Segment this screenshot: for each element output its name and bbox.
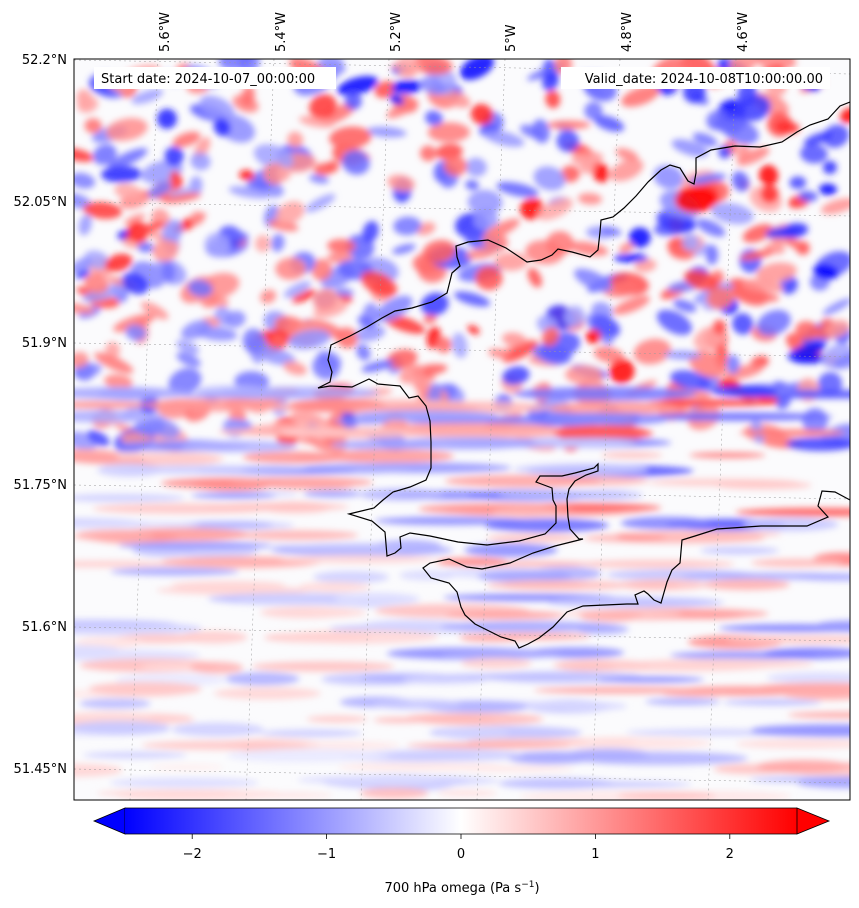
colorbar-label: 700 hPa omega (Pa s−1)	[384, 880, 539, 896]
start-date-background	[94, 67, 336, 89]
parallel-line	[74, 626, 850, 642]
coastline-south	[317, 378, 850, 649]
parallel-line	[74, 484, 850, 500]
colorbar-tick-label: −2	[183, 847, 202, 862]
lon-label: 4.6°W	[736, 12, 751, 52]
lat-label: 52.2°N	[22, 53, 67, 68]
colorbar-extend-max	[796, 807, 831, 835]
colorbar-tick-label: −1	[317, 847, 336, 862]
coastline-north	[317, 101, 850, 389]
lon-label: 5.4°W	[274, 12, 289, 52]
valid-date-background	[561, 67, 830, 89]
colorbar-variable: 700 hPa omega	[384, 881, 485, 896]
meridian-line	[476, 59, 506, 800]
valid-date-box: Valid_date: 2024-10-08T10:00:00.00	[561, 67, 830, 89]
lat-label: 51.6°N	[22, 620, 67, 635]
lon-label: 4.8°W	[620, 12, 635, 52]
coastline	[317, 101, 850, 649]
parallel-line	[74, 201, 850, 217]
lat-label: 51.9°N	[22, 336, 67, 351]
colorbar-ticks: −2 −1 0 1 2	[183, 834, 734, 862]
meridian-line	[360, 59, 390, 800]
lon-label: 5°W	[504, 24, 519, 52]
colorbar-extend-min	[92, 807, 126, 835]
lat-label: 51.75°N	[14, 478, 67, 493]
colorbar-tick-label: 2	[726, 847, 734, 862]
start-date-box: Start date: 2024-10-07_00:00:00	[94, 67, 336, 89]
lat-label: 51.45°N	[14, 762, 67, 777]
colorbar-units-exponent: −1	[521, 880, 534, 890]
colorbar-tick-label: 0	[457, 847, 465, 862]
lon-label: 5.6°W	[158, 12, 173, 52]
meridian-line	[707, 59, 737, 800]
latitude-labels: 52.2°N 52.05°N 51.9°N 51.75°N 51.6°N 51.…	[14, 53, 67, 777]
colorbar-units: Pa s	[495, 881, 521, 896]
colorbar-tick-label: 1	[591, 847, 599, 862]
valid-date-label: Valid_date: 2024-10-08T10:00:00.00	[585, 72, 823, 87]
map-panel	[73, 58, 851, 801]
colorbar-gradient	[125, 808, 797, 834]
meridian-line	[245, 59, 275, 800]
meridian-line	[129, 59, 159, 800]
parallel-line	[74, 342, 850, 358]
lon-label: 5.2°W	[389, 12, 404, 52]
parallel-line	[74, 768, 850, 784]
longitude-labels: 5.6°W 5.4°W 5.2°W 5°W 4.8°W 4.6°W	[158, 12, 751, 52]
start-date-label: Start date: 2024-10-07_00:00:00	[101, 72, 315, 87]
map-frame	[73, 58, 851, 801]
meridian-line	[591, 59, 621, 800]
colorbar: −2 −1 0 1 2 700 hPa omega (Pa s−1)	[92, 807, 831, 896]
lat-label: 52.05°N	[14, 195, 67, 210]
